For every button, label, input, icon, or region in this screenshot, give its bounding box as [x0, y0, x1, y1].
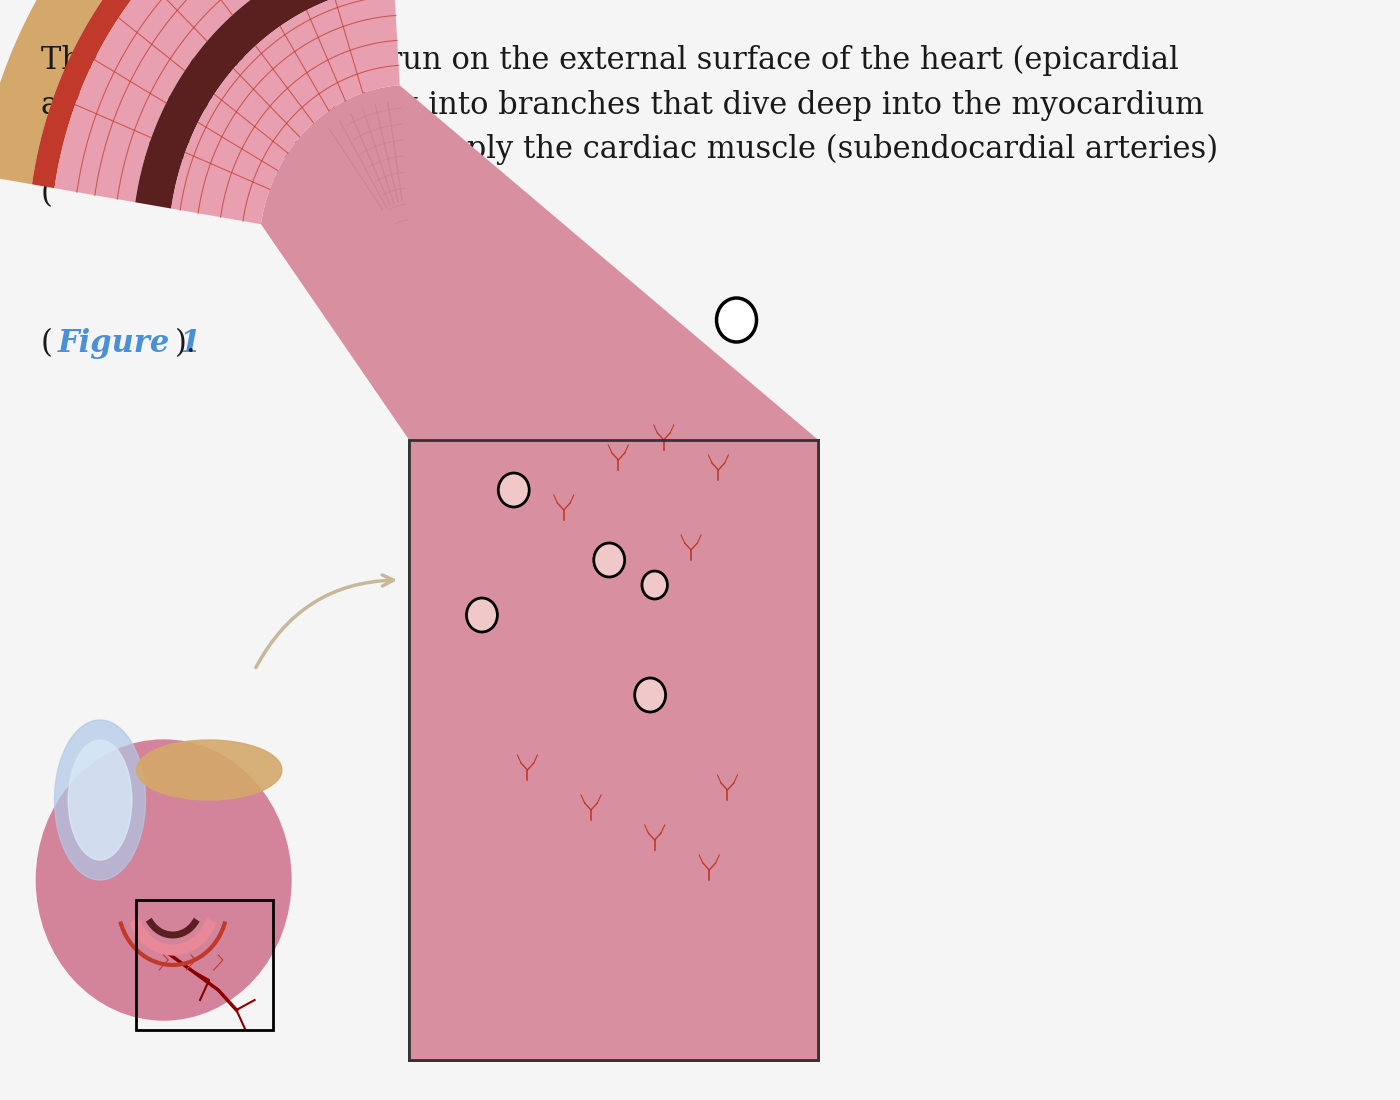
Circle shape — [498, 473, 529, 507]
Circle shape — [717, 298, 756, 342]
Circle shape — [634, 678, 665, 712]
Polygon shape — [55, 0, 392, 202]
Polygon shape — [32, 0, 386, 188]
FancyArrowPatch shape — [256, 575, 393, 668]
Text: ).: ). — [175, 328, 196, 359]
Ellipse shape — [136, 740, 281, 800]
Circle shape — [466, 598, 497, 632]
Bar — [409, 440, 819, 1060]
Polygon shape — [0, 0, 385, 185]
Circle shape — [643, 571, 668, 600]
Bar — [409, 440, 819, 1060]
Ellipse shape — [55, 720, 146, 880]
Ellipse shape — [69, 740, 132, 860]
Circle shape — [594, 543, 624, 578]
Bar — [136, 900, 273, 1030]
Polygon shape — [171, 0, 400, 224]
Polygon shape — [260, 86, 819, 1060]
Circle shape — [36, 740, 291, 1020]
Text: Figure 1: Figure 1 — [57, 328, 202, 359]
Text: The coronary arteries run on the external surface of the heart (epicardial
arter: The coronary arteries run on the externa… — [41, 45, 1218, 209]
Polygon shape — [136, 0, 393, 209]
Text: (: ( — [41, 328, 53, 359]
